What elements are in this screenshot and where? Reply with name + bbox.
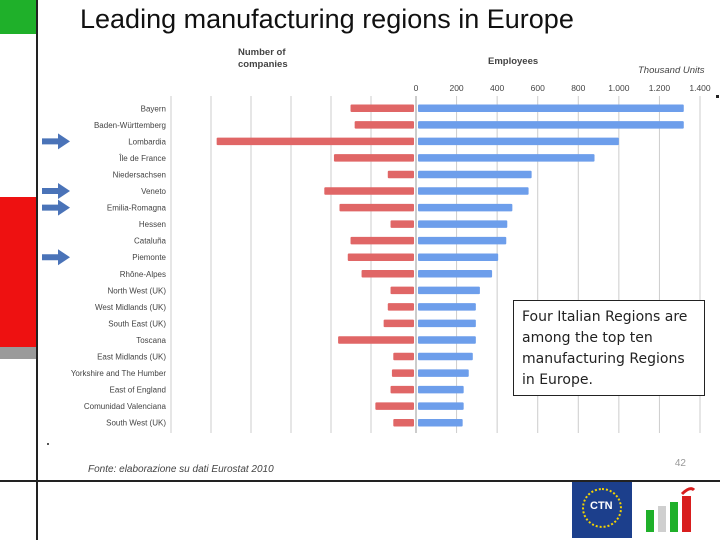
green-stripe xyxy=(0,0,36,34)
companies-bar xyxy=(347,253,414,261)
companies-bar xyxy=(387,170,414,179)
category-label: Comunidad Valenciana xyxy=(84,402,167,411)
ctn-logo-text: CTN xyxy=(590,500,613,512)
category-label: North West (UK) xyxy=(107,286,166,295)
employees-bar xyxy=(418,220,508,228)
manufacturing-chart: 0 200 400 600 800 1.000 1.200 1.400 Number ofcom… xyxy=(42,47,719,475)
companies-bar xyxy=(393,418,414,427)
companies-bar xyxy=(393,352,414,361)
category-label: Toscana xyxy=(136,336,166,345)
category-label: Baden-Württemberg xyxy=(94,121,166,130)
companies-bar xyxy=(339,203,414,212)
arrow-icon xyxy=(42,199,70,216)
x-tick-label: 1.200 xyxy=(649,83,671,93)
companies-bar xyxy=(390,385,414,394)
red-stripe xyxy=(0,197,36,347)
employees-bar xyxy=(418,402,464,410)
category-label: Emilia-Romagna xyxy=(107,204,167,213)
x-tick-label: 200 xyxy=(449,83,463,93)
category-label: Cataluña xyxy=(134,237,167,246)
companies-bar xyxy=(383,319,414,328)
employees-bar xyxy=(418,170,532,179)
source-note: Fonte: elaborazione su dati Eurostat 201… xyxy=(88,464,274,475)
category-label: Piemonte xyxy=(132,253,166,262)
companies-bar xyxy=(350,104,414,113)
companies-bar xyxy=(361,270,414,278)
category-label: South West (UK) xyxy=(106,419,166,428)
companies-bar xyxy=(375,402,414,410)
employees-bar xyxy=(418,121,684,129)
category-label: East Midlands (UK) xyxy=(97,353,166,362)
stars-ring-icon xyxy=(582,488,622,528)
companies-bar xyxy=(390,220,414,228)
employees-bar xyxy=(418,385,464,394)
x-tick-label: 400 xyxy=(490,83,504,93)
employees-bar xyxy=(418,286,480,295)
category-label: Veneto xyxy=(141,187,166,196)
employees-bar xyxy=(418,104,684,113)
employees-bar xyxy=(418,303,476,311)
employees-bar xyxy=(418,270,493,278)
arrow-icon xyxy=(42,249,70,266)
companies-bar xyxy=(324,187,414,195)
x-tick-label: 1.400 xyxy=(689,83,711,93)
slide-title: Leading manufacturing regions in Europe xyxy=(80,4,574,34)
employees-bar xyxy=(418,352,473,361)
employees-bar xyxy=(418,154,595,162)
companies-bar xyxy=(387,303,414,311)
companies-bar xyxy=(216,137,414,146)
category-label: Rhône-Alpes xyxy=(120,270,166,279)
left-series-label: Number of xyxy=(238,47,286,58)
x-tick-label: 1.000 xyxy=(608,83,630,93)
employees-bar xyxy=(418,203,513,212)
x-tick-label: 600 xyxy=(531,83,545,93)
right-series-label: Employees xyxy=(488,56,538,67)
arrow-icon xyxy=(42,133,70,150)
category-label: West Midlands (UK) xyxy=(95,303,166,312)
employees-bar xyxy=(418,137,619,146)
category-label: South East (UK) xyxy=(108,319,166,328)
employees-bar xyxy=(418,369,469,377)
callout-note: Four Italian Regions are among the top t… xyxy=(513,300,705,396)
companies-bar xyxy=(350,236,414,245)
employees-bar xyxy=(418,187,529,195)
page-number: 42 xyxy=(675,458,687,469)
employees-bar xyxy=(418,253,499,261)
category-label: Île de France xyxy=(118,154,166,163)
companies-bar xyxy=(390,286,414,295)
units-label: Thousand Units xyxy=(638,65,705,76)
category-label: East of England xyxy=(110,386,166,395)
italian-bars-logo-icon xyxy=(646,487,696,532)
companies-bar xyxy=(338,336,414,344)
companies-bar xyxy=(391,369,414,377)
category-label: Niedersachsen xyxy=(113,170,166,179)
employees-bar xyxy=(418,336,476,344)
companies-bar xyxy=(333,154,414,162)
category-label: Yorkshire and The Humber xyxy=(71,369,167,378)
employees-bar xyxy=(418,319,476,328)
category-label: Lombardia xyxy=(128,137,166,146)
x-tick-label: 0 xyxy=(414,83,419,93)
employees-bar xyxy=(418,236,507,245)
bottom-divider-line xyxy=(0,480,720,482)
gray-stripe xyxy=(0,347,36,359)
x-tick-label: 800 xyxy=(571,83,585,93)
left-divider-line xyxy=(36,0,38,540)
tick-mark-dot xyxy=(716,95,719,98)
arrow-icon xyxy=(42,183,70,200)
category-label: Bayern xyxy=(141,104,166,113)
companies-bar xyxy=(354,121,414,129)
left-series-label: companies xyxy=(238,59,288,70)
small-dot xyxy=(47,443,49,445)
employees-bar xyxy=(418,418,463,427)
category-label: Hessen xyxy=(139,220,166,229)
